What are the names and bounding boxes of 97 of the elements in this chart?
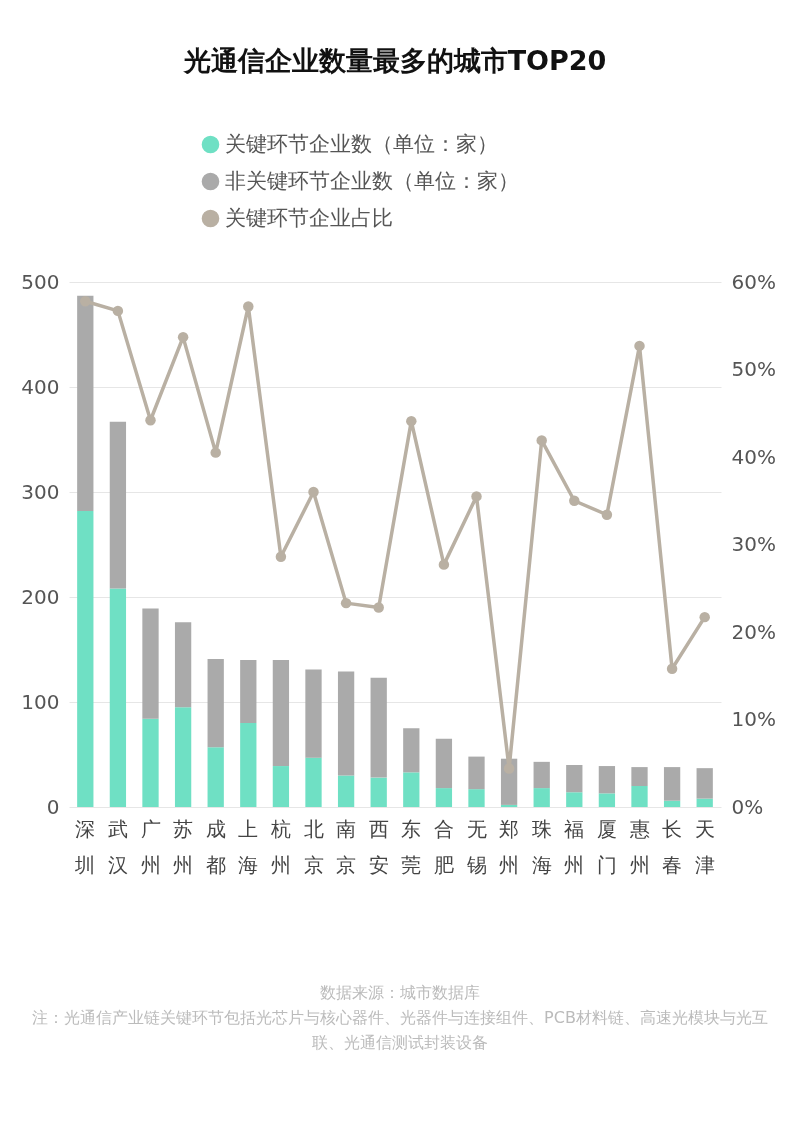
y-tick-label: 300 bbox=[21, 479, 60, 504]
y2-tick-label: 40% bbox=[731, 444, 776, 469]
legend-label: 关键环节企业占比 bbox=[225, 205, 393, 230]
y2-tick-label: 10% bbox=[731, 707, 776, 731]
y-tick-label: 500 bbox=[21, 269, 60, 294]
x-tick-label: 南京 bbox=[336, 816, 357, 877]
point bbox=[634, 340, 645, 352]
bar bbox=[305, 757, 322, 807]
bar bbox=[240, 723, 257, 807]
x-tick-label: 惠州 bbox=[628, 816, 650, 877]
point bbox=[243, 301, 254, 312]
text: 注：光通信产业链关键环节包括光芯片与核心器件、光器件与连接组件、PCB材料链、高速光模块与光互联、光通信测试封装设备 bbox=[31, 1007, 769, 1054]
point bbox=[699, 611, 710, 623]
point bbox=[145, 415, 156, 426]
bar bbox=[696, 798, 713, 807]
y-tick-label: 200 bbox=[21, 584, 60, 609]
point bbox=[536, 435, 547, 446]
bar bbox=[696, 768, 713, 799]
bar bbox=[435, 788, 453, 807]
bar bbox=[109, 421, 127, 589]
point bbox=[112, 305, 124, 317]
y2-tick-label: 60% bbox=[731, 269, 776, 294]
bar bbox=[337, 671, 355, 776]
point bbox=[308, 486, 319, 498]
x-tick-label: 合肥 bbox=[433, 816, 454, 877]
bar bbox=[370, 677, 387, 778]
bar bbox=[272, 660, 290, 767]
point bbox=[373, 602, 384, 613]
bar bbox=[142, 718, 159, 807]
point bbox=[275, 551, 287, 562]
point bbox=[601, 509, 613, 520]
bar bbox=[533, 788, 550, 807]
bar bbox=[240, 660, 257, 723]
bar bbox=[77, 295, 94, 511]
x-tick-label: 深圳 bbox=[74, 816, 96, 877]
bar bbox=[174, 707, 192, 807]
x-tick-label: 长春 bbox=[662, 816, 683, 877]
y-tick-label: 400 bbox=[21, 374, 60, 399]
x-tick-label: 苏州 bbox=[173, 816, 194, 877]
bar bbox=[174, 622, 192, 708]
bar bbox=[403, 728, 420, 773]
x-tick-label: 西安 bbox=[368, 816, 389, 877]
x-tick-label: 无锡 bbox=[465, 816, 487, 877]
point bbox=[80, 296, 91, 307]
point bbox=[666, 663, 678, 674]
y2-tick-label: 50% bbox=[731, 357, 776, 381]
bar bbox=[142, 608, 159, 719]
y2-tick-label: 20% bbox=[731, 619, 776, 644]
x-tick-label: 郑州 bbox=[499, 816, 520, 877]
bar bbox=[566, 792, 583, 807]
chart-title: 光通信企业数量最多的城市TOP20 bbox=[182, 45, 607, 76]
bar bbox=[500, 804, 518, 807]
x-tick-label: 广州 bbox=[140, 816, 161, 877]
bar bbox=[403, 772, 420, 807]
legend-label: 非关键环节企业数（单位：家） bbox=[225, 168, 519, 193]
point bbox=[569, 495, 580, 506]
point bbox=[177, 331, 189, 343]
bar bbox=[468, 756, 485, 790]
point bbox=[406, 415, 417, 427]
x-tick-label: 厦门 bbox=[596, 816, 617, 877]
bar bbox=[272, 766, 290, 807]
bar bbox=[663, 800, 681, 807]
bar bbox=[370, 777, 387, 807]
bar bbox=[631, 767, 648, 786]
legend-label: 关键环节企业数（单位：家） bbox=[225, 131, 498, 156]
point bbox=[471, 491, 482, 502]
x-tick-label: 成都 bbox=[205, 816, 226, 877]
source-note: 数据来源：城市数据库 bbox=[319, 982, 481, 1004]
x-tick-label: 杭州 bbox=[269, 816, 291, 877]
bar bbox=[566, 765, 583, 793]
y-tick-label: 0 bbox=[46, 794, 60, 819]
bar bbox=[77, 510, 94, 807]
bar bbox=[598, 793, 616, 807]
y2-tick-label: 30% bbox=[731, 532, 776, 556]
bar bbox=[207, 747, 224, 807]
point bbox=[210, 447, 221, 458]
bar bbox=[598, 766, 616, 794]
y-tick-label: 100 bbox=[21, 689, 60, 714]
x-tick-label: 东莞 bbox=[401, 816, 422, 877]
bar bbox=[435, 738, 453, 789]
bar bbox=[468, 789, 485, 807]
x-tick-label: 武汉 bbox=[107, 816, 128, 877]
bar bbox=[337, 775, 355, 807]
bar bbox=[631, 786, 648, 807]
x-tick-label: 北京 bbox=[303, 816, 324, 877]
point bbox=[340, 597, 352, 609]
bar bbox=[305, 669, 322, 758]
x-tick-label: 珠海 bbox=[531, 816, 552, 877]
x-tick-label: 福州 bbox=[564, 816, 585, 877]
bar bbox=[663, 767, 681, 801]
y2-tick-label: 0% bbox=[731, 794, 764, 819]
bar bbox=[207, 658, 224, 748]
point bbox=[438, 559, 450, 570]
bar bbox=[109, 588, 127, 807]
x-tick-label: 上海 bbox=[238, 816, 259, 877]
x-tick-label: 天津 bbox=[694, 816, 715, 877]
bar bbox=[533, 761, 550, 789]
